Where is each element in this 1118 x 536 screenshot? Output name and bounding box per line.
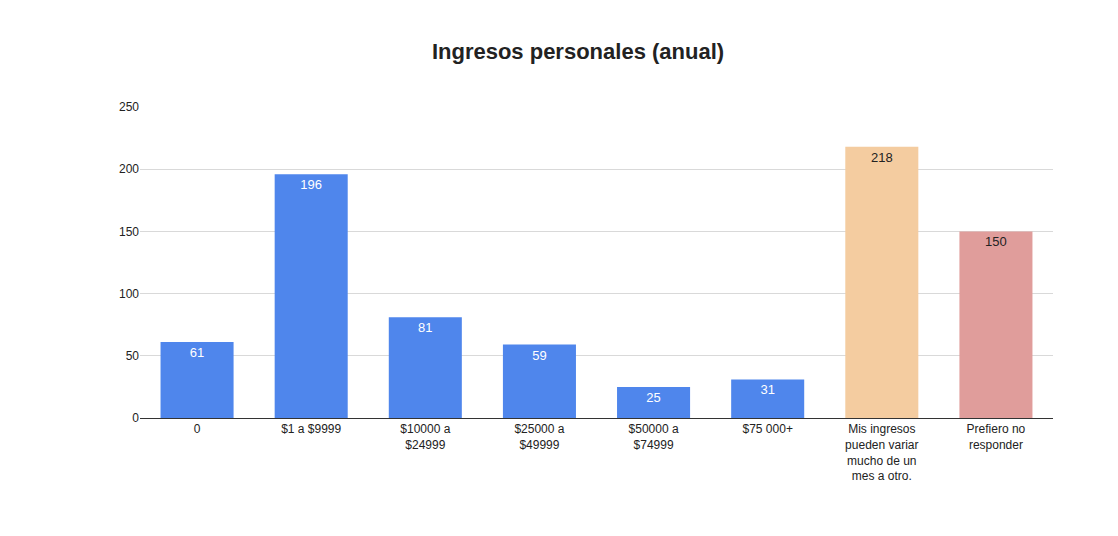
svg-text:150: 150 bbox=[985, 234, 1007, 249]
svg-text:250: 250 bbox=[119, 100, 139, 114]
svg-text:50: 50 bbox=[126, 349, 140, 363]
svg-text:0: 0 bbox=[194, 422, 201, 436]
svg-text:$25000 a$49999: $25000 a$49999 bbox=[514, 422, 564, 452]
svg-text:$75 000+: $75 000+ bbox=[742, 422, 792, 436]
svg-text:$10000 a$24999: $10000 a$24999 bbox=[400, 422, 450, 452]
svg-text:$50000 a$74999: $50000 a$74999 bbox=[629, 422, 679, 452]
svg-text:0: 0 bbox=[132, 411, 139, 425]
svg-text:61: 61 bbox=[190, 345, 204, 360]
svg-text:Prefiero noresponder: Prefiero noresponder bbox=[967, 422, 1026, 452]
svg-text:$1 a $9999: $1 a $9999 bbox=[281, 422, 341, 436]
svg-text:31: 31 bbox=[760, 382, 774, 397]
svg-text:100: 100 bbox=[119, 287, 139, 301]
svg-text:81: 81 bbox=[418, 320, 432, 335]
svg-text:25: 25 bbox=[646, 390, 660, 405]
svg-text:150: 150 bbox=[119, 225, 139, 239]
svg-text:Mis ingresospueden variarmucho: Mis ingresospueden variarmucho de unmes … bbox=[845, 422, 918, 483]
svg-text:Ingresos personales (anual): Ingresos personales (anual) bbox=[432, 39, 724, 64]
svg-text:196: 196 bbox=[300, 177, 322, 192]
svg-text:218: 218 bbox=[871, 150, 893, 165]
svg-text:200: 200 bbox=[119, 162, 139, 176]
svg-text:59: 59 bbox=[532, 348, 546, 363]
